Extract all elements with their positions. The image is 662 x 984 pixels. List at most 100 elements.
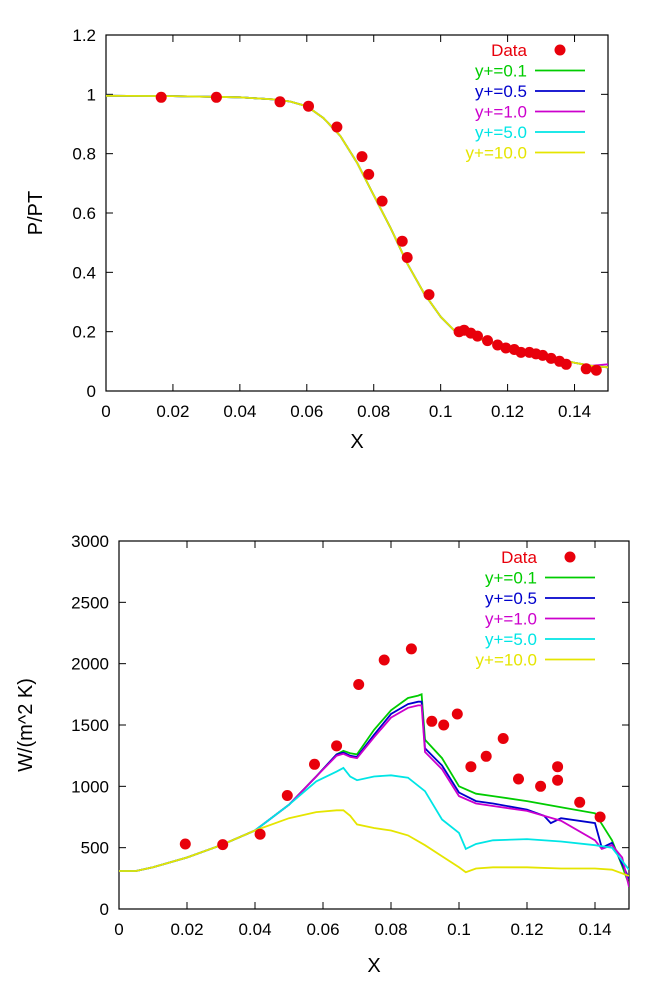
data-point: [537, 349, 549, 361]
x-tick-label: 0: [101, 402, 110, 421]
data-point: [396, 235, 408, 247]
x-tick-label: 0.12: [510, 920, 543, 939]
data-point: [155, 91, 167, 103]
y-tick-label: 1000: [71, 777, 109, 796]
series-line-y-1-0: [119, 704, 629, 888]
y-tick-label: 500: [81, 839, 109, 858]
data-point: [451, 708, 463, 720]
series-line-y-0-1: [106, 94, 608, 369]
data-point: [480, 750, 492, 762]
data-point: [552, 774, 564, 786]
y-tick-label: 0.4: [72, 263, 96, 282]
y-tick-label: 1: [87, 85, 96, 104]
y-axis-title: W/(m^2 K): [15, 678, 37, 772]
x-tick-label: 0.14: [558, 402, 591, 421]
series-line-y-5-0: [119, 766, 629, 872]
legend-label: y+=1.0: [485, 610, 537, 629]
legend-label: y+=5.0: [485, 630, 537, 649]
series-line-y-10-0: [106, 94, 608, 369]
data-point: [378, 654, 390, 666]
data-point: [438, 719, 450, 731]
data-point: [353, 679, 365, 690]
data-point: [552, 761, 564, 773]
data-point: [513, 773, 524, 785]
x-tick-label: 0.04: [223, 402, 256, 421]
data-point: [254, 828, 266, 840]
data-point: [423, 289, 435, 301]
y-tick-label: 2500: [71, 593, 109, 612]
x-tick-label: 0.04: [238, 920, 271, 939]
data-point: [281, 790, 293, 801]
y-tick-label: 0: [87, 382, 96, 401]
data-point: [482, 335, 493, 347]
data-point: [497, 733, 509, 744]
y-tick-label: 0.8: [72, 145, 96, 164]
data-point: [560, 358, 572, 370]
legend-label: y+=0.1: [485, 569, 537, 588]
data-point: [500, 342, 512, 354]
y-tick-label: 1500: [71, 716, 109, 735]
data-point: [274, 96, 286, 108]
series-line-y-1-0: [106, 94, 608, 367]
legend-marker: [564, 551, 576, 563]
data-point: [309, 758, 320, 770]
y-tick-label: 2000: [71, 655, 109, 674]
x-tick-label: 0.06: [306, 920, 339, 939]
legend-label: y+=5.0: [475, 123, 527, 142]
data-point: [376, 195, 388, 207]
legend-label: Data: [491, 41, 527, 60]
data-point: [574, 796, 586, 808]
y-tick-label: 3000: [71, 532, 109, 551]
x-axis-title: X: [367, 955, 380, 977]
data-point: [331, 121, 343, 133]
x-tick-label: 0.14: [578, 920, 611, 939]
data-point: [590, 364, 602, 376]
data-point: [472, 330, 483, 342]
y-tick-label: 1.2: [72, 26, 96, 45]
data-point: [426, 715, 438, 727]
data-point: [401, 252, 413, 263]
data-point: [303, 100, 314, 112]
data-point: [210, 91, 222, 103]
data-point: [405, 643, 417, 655]
x-tick-label: 0.08: [357, 402, 390, 421]
legend-label: y+=10.0: [466, 144, 527, 163]
data-point: [465, 761, 477, 773]
legend-label: y+=1.0: [475, 103, 527, 122]
data-point: [331, 740, 343, 752]
data-point: [535, 780, 547, 792]
y-tick-label: 0.6: [72, 204, 96, 223]
x-tick-label: 0.02: [156, 402, 189, 421]
plot-frame: [105, 34, 609, 392]
y-tick-label: 0: [100, 900, 109, 919]
series-line-y-0-5: [119, 700, 629, 879]
x-tick-label: 0.08: [374, 920, 407, 939]
x-tick-label: 0: [114, 920, 123, 939]
legend-label: y+=0.5: [475, 82, 527, 101]
data-point: [580, 363, 592, 375]
series-line-y-0-5: [106, 94, 608, 369]
series-line-y-0-1: [119, 693, 629, 885]
data-point: [179, 838, 191, 850]
data-point: [356, 151, 368, 163]
y-tick-label: 0.2: [72, 323, 96, 342]
legend-label: Data: [501, 548, 537, 567]
x-tick-label: 0.1: [429, 402, 453, 421]
legend-label: y+=0.1: [475, 62, 527, 81]
x-tick-label: 0.1: [447, 920, 471, 939]
legend-marker: [554, 44, 566, 56]
x-tick-label: 0.02: [170, 920, 203, 939]
data-point: [363, 168, 375, 180]
y-axis-title: P/PT: [25, 191, 47, 235]
x-axis-title: X: [350, 431, 363, 453]
data-point: [492, 339, 504, 351]
series-line-y-10-0: [119, 809, 629, 877]
pressure-ratio-chart: 0 0.02 0.04 0.06 0.08 0.1 0.12 0.14 0 0.2 0.4 0.6 0.…: [25, 26, 609, 453]
data-point: [217, 839, 229, 851]
x-tick-label: 0.06: [290, 402, 323, 421]
x-tick-label: 0.12: [491, 402, 524, 421]
legend-label: y+=10.0: [476, 651, 537, 670]
heat-transfer-chart: 0 0.02 0.04 0.06 0.08 0.1 0.12 0.14 0 500 1000 1500…: [15, 532, 630, 977]
data-point: [594, 811, 606, 823]
